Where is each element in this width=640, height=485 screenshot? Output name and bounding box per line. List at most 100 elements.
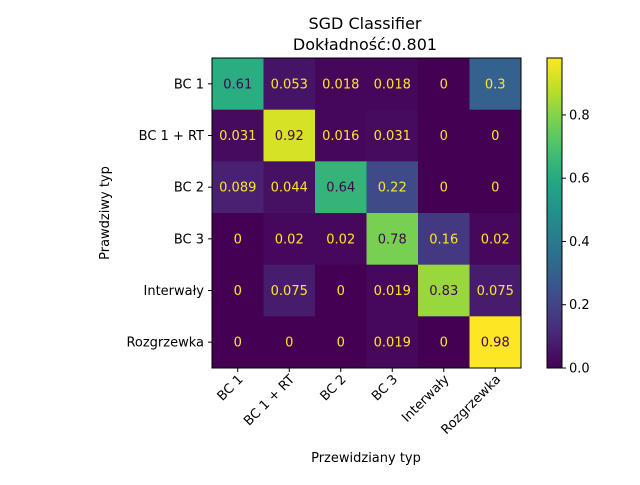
cell-value-label: 0.83 (429, 284, 458, 299)
cell-value-label: 0 (234, 284, 242, 299)
cell-value-label: 0.075 (271, 284, 308, 299)
y-tick-label: BC 1 (174, 77, 204, 92)
cell-value-label: 0.3 (485, 77, 506, 92)
cell-value-label: 0.02 (275, 232, 304, 247)
x-tick-label: Interwały (399, 372, 453, 426)
heatmap-cell (418, 213, 470, 266)
chart-title: SGD Classifier (309, 14, 422, 33)
cell-value-label: 0.98 (481, 336, 510, 351)
x-tick-label: BC 2 (318, 372, 350, 404)
cell-value-label: 0 (440, 181, 448, 196)
heatmap-cell (366, 316, 419, 369)
colorbar-tick-label: 0.0 (569, 362, 590, 377)
x-tick-label: BC 3 (369, 372, 401, 404)
heatmap-cell (418, 109, 470, 162)
colorbar-tick-label: 0.4 (569, 235, 590, 250)
heatmap-cell (315, 109, 367, 162)
cell-value-label: 0.031 (219, 129, 256, 144)
heatmap-cell (469, 161, 522, 214)
cell-value-label: 0.031 (374, 129, 411, 144)
y-tick-label: Rozgrzewka (126, 336, 204, 351)
heatmap-cell (366, 58, 419, 111)
heatmap-cell (263, 109, 316, 162)
colorbar-tick-label: 0.6 (569, 172, 590, 187)
heatmap-cell (263, 264, 316, 317)
x-tick-label: BC 1 (215, 372, 247, 404)
cell-value-label: 0.61 (223, 77, 252, 92)
heatmap-cell (469, 316, 522, 369)
heatmap-cell (263, 58, 316, 111)
colorbar-tick-label: 0.2 (569, 298, 590, 313)
heatmap-cell (366, 264, 419, 317)
y-tick-label: BC 1 + RT (139, 129, 204, 144)
cell-value-label: 0 (491, 129, 499, 144)
cell-value-label: 0.018 (322, 77, 359, 92)
heatmap-cell (315, 161, 367, 214)
cell-value-label: 0 (491, 181, 499, 196)
x-tick-label: BC 1 + RT (241, 372, 298, 429)
heatmap-cell (212, 264, 264, 317)
heatmap-cell (418, 58, 470, 111)
heatmap-cell (366, 213, 419, 266)
heatmap-cell (366, 161, 419, 214)
plot-frame (211, 57, 522, 369)
cell-value-label: 0.019 (374, 336, 411, 351)
cell-value-label: 0.018 (374, 77, 411, 92)
cell-value-label: 0.78 (378, 232, 407, 247)
cell-value-label: 0 (337, 284, 345, 299)
cell-value-label: 0 (440, 77, 448, 92)
cell-value-label: 0 (285, 336, 293, 351)
cell-value-label: 0.16 (429, 232, 458, 247)
heatmap-cell (315, 264, 367, 317)
colorbar-gradient (547, 58, 562, 368)
chart-subtitle: Dokładność:0.801 (293, 35, 437, 54)
y-tick-label: Interwały (144, 284, 205, 299)
cell-value-label: 0.22 (378, 181, 407, 196)
cell-value-label: 0.075 (477, 284, 514, 299)
heatmap-cell (212, 58, 264, 111)
heatmap-cell (418, 316, 470, 369)
heatmap-cell (263, 161, 316, 214)
heatmap-cell (315, 316, 367, 369)
heatmap-cell (263, 316, 316, 369)
heatmap-cell (212, 213, 264, 266)
colorbar-frame (546, 57, 563, 369)
colorbar-tick-label: 0.8 (569, 108, 590, 123)
heatmap-cell (212, 109, 264, 162)
heatmap-cell (418, 264, 470, 317)
heatmap-cell (212, 316, 264, 369)
colorbar-ticks: 0.0 0.2 0.4 0.6 0.8 (562, 108, 590, 377)
heatmap-cell (366, 109, 419, 162)
heatmap-cell (418, 161, 470, 214)
heatmap-cells (212, 58, 522, 369)
cell-value-label: 0 (337, 336, 345, 351)
y-tick-label: BC 2 (174, 181, 204, 196)
heatmap-cell (469, 213, 522, 266)
cell-value-label: 0 (234, 336, 242, 351)
heatmap-cell (469, 264, 522, 317)
y-tick-label: BC 3 (174, 232, 204, 247)
heatmap-cell (315, 58, 367, 111)
heatmap-cell (212, 161, 264, 214)
y-axis-label: Prawdziwy typ (98, 166, 113, 260)
cell-value-label: 0.016 (322, 129, 359, 144)
cell-value-label: 0.019 (374, 284, 411, 299)
y-tick-labels: BC 1 BC 1 + RT BC 2 BC 3 Interwały Rozgrzewka (126, 77, 212, 351)
cell-value-label: 0 (440, 129, 448, 144)
heatmap-cell (315, 213, 367, 266)
cell-value-label: 0.089 (219, 181, 256, 196)
heatmap-cell (263, 213, 316, 266)
heatmap-cell (469, 58, 522, 111)
heatmap-cell-labels: 0.61 0.053 0.018 0.018 0 0.3 0.031 0.92 0.016 0.0… (219, 77, 514, 350)
cell-value-label: 0.053 (271, 77, 308, 92)
cell-value-label: 0.02 (481, 232, 510, 247)
cell-value-label: 0.64 (326, 181, 355, 196)
heatmap-cell (469, 109, 522, 162)
cell-value-label: 0.02 (326, 232, 355, 247)
x-axis-label: Przewidziany typ (311, 451, 421, 466)
cell-value-label: 0.92 (275, 129, 304, 144)
colorbar: 0.0 0.2 0.4 0.6 0.8 (546, 57, 590, 377)
cell-value-label: 0 (440, 336, 448, 351)
